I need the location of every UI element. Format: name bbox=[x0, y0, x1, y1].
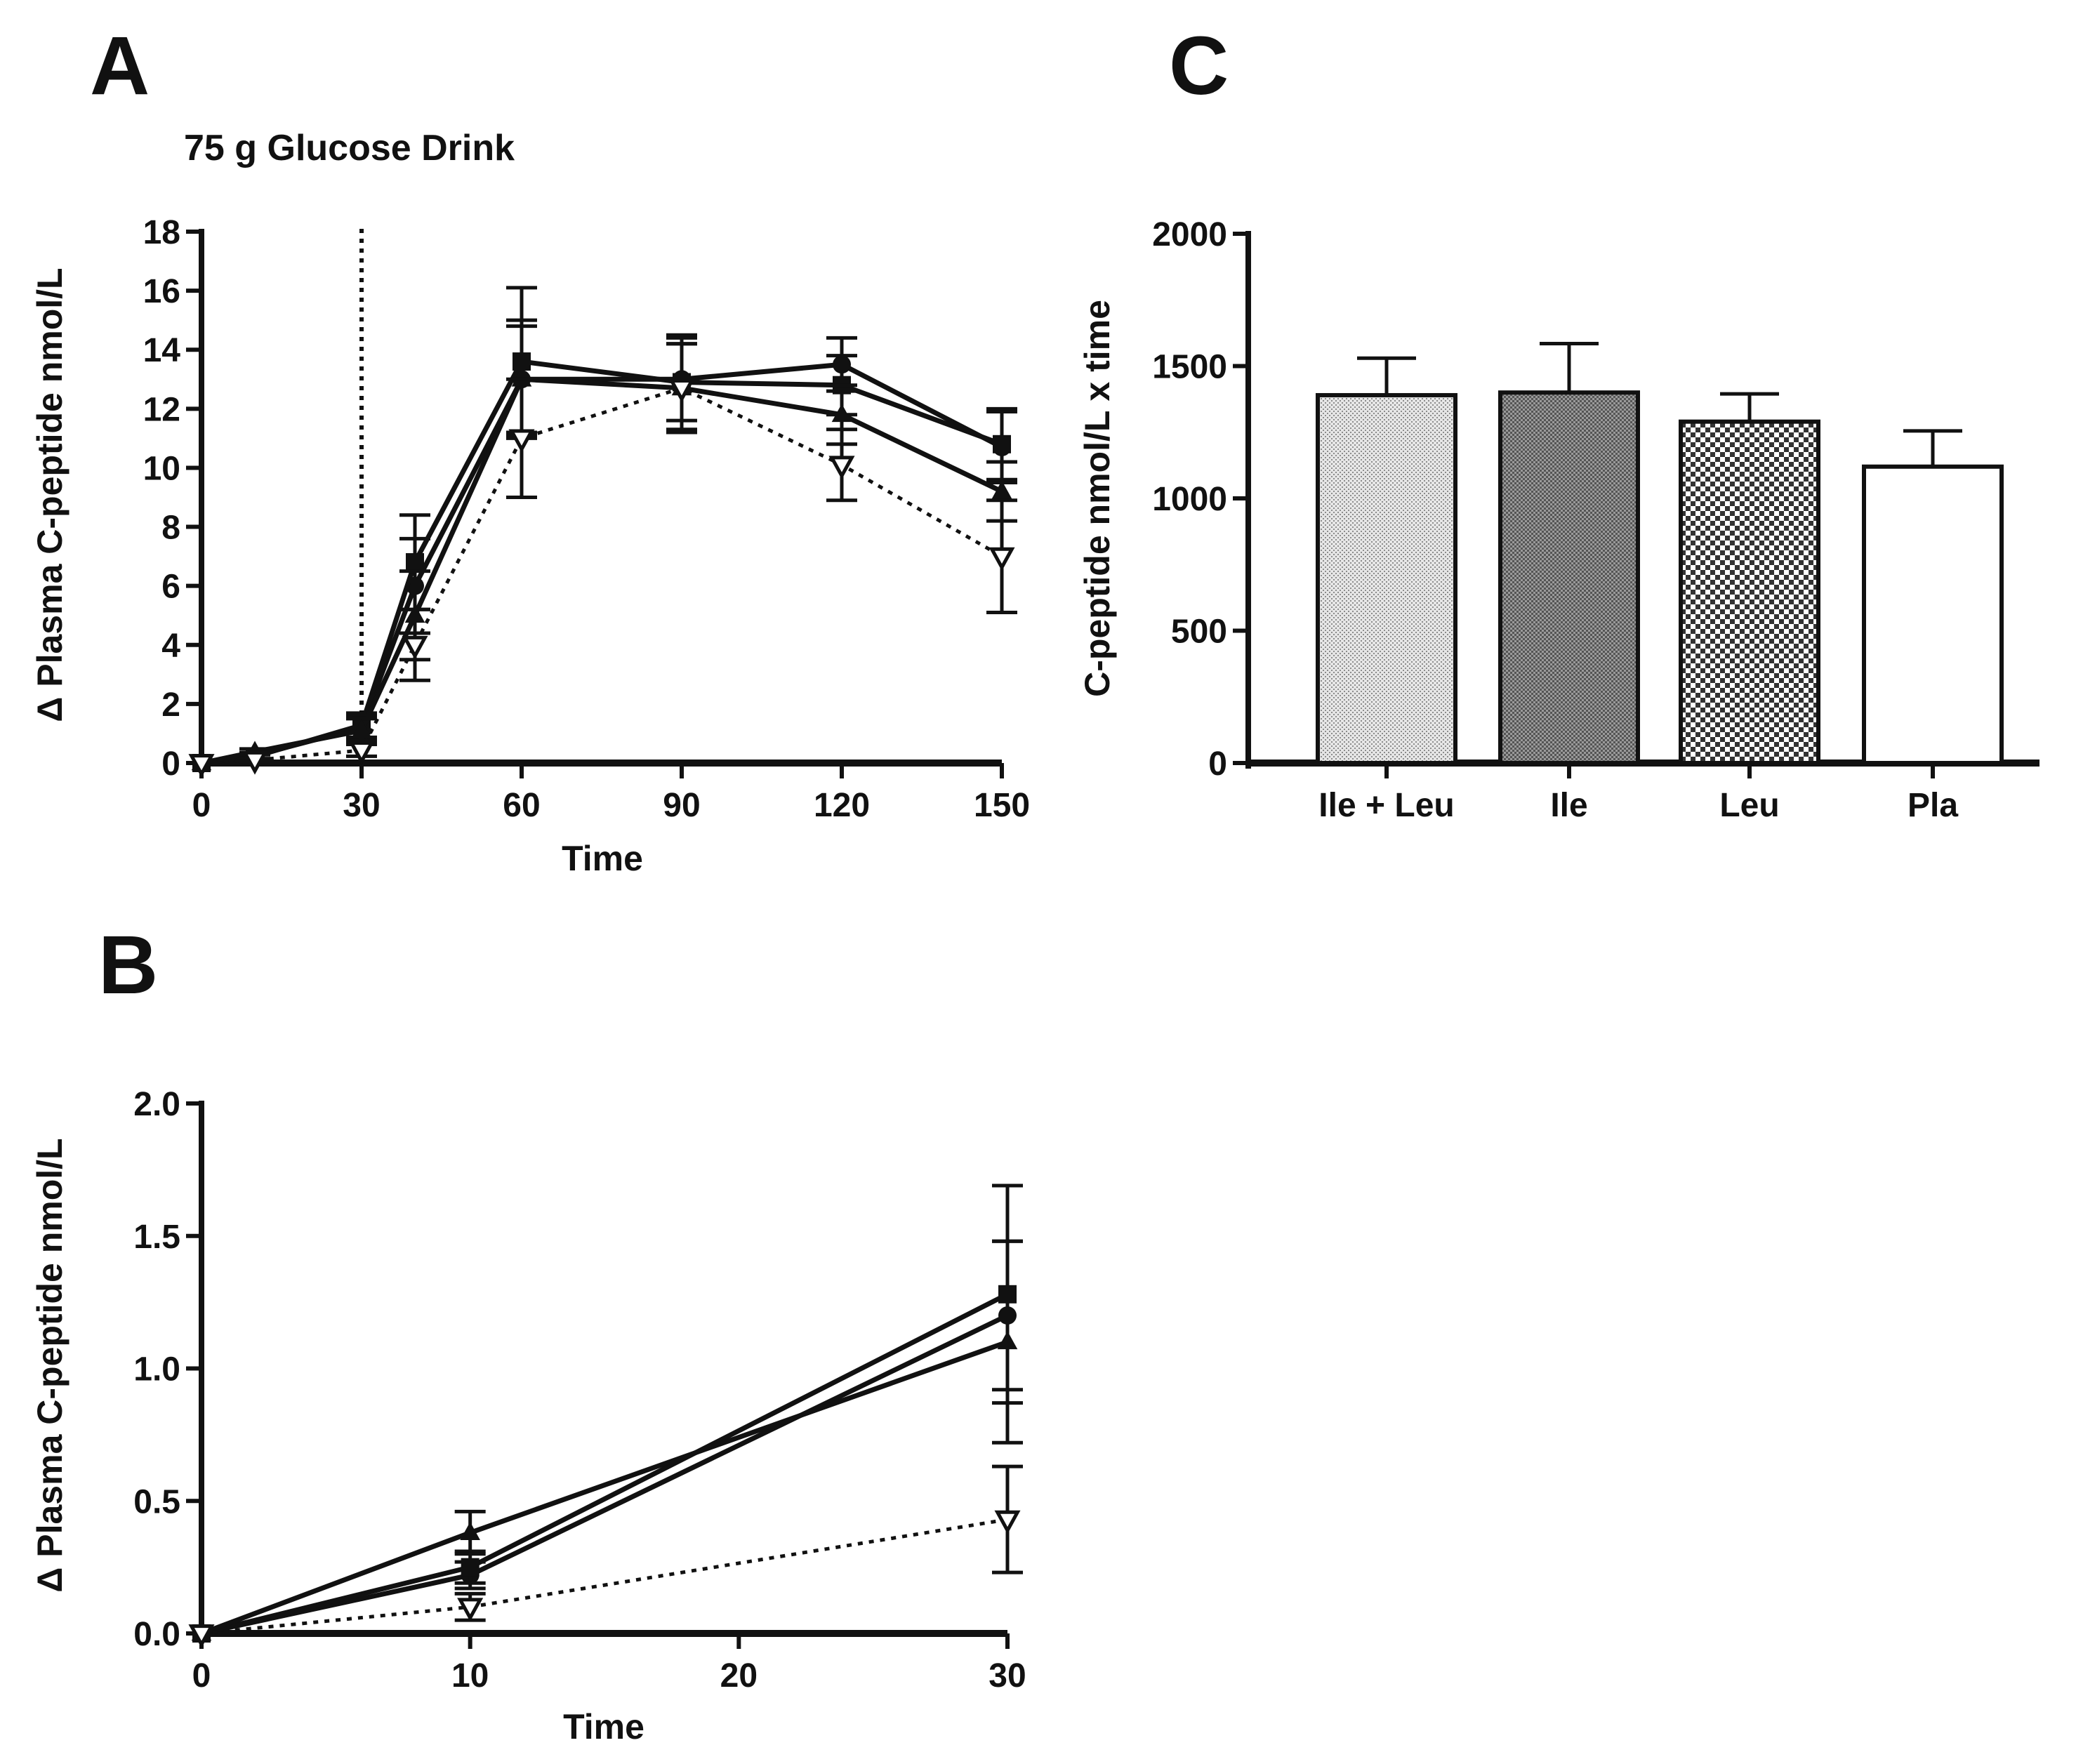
panel-c-bar bbox=[1498, 390, 1640, 765]
panel-b-series-ile-leu bbox=[192, 1239, 1023, 1643]
panel-a-data-point bbox=[508, 429, 535, 453]
panel-a-y-tick-label: 12 bbox=[143, 391, 180, 428]
panel-a-data-point bbox=[402, 635, 428, 660]
panel-a-x-tick-label: 150 bbox=[974, 787, 1030, 824]
panel-a-data-point bbox=[989, 547, 1015, 571]
panel-b-series-line bbox=[200, 1339, 1009, 1636]
panel-b-y-tick-label: 1.5 bbox=[133, 1219, 180, 1256]
panel-c-category-label: Ile + Leu bbox=[1318, 787, 1454, 824]
panel-a-line-chart: 75 g Glucose Drink 0 2 4 6 8 10 12 14 16 18 0 30 60 9… bbox=[30, 128, 1030, 878]
panel-a-y-tick-label: 4 bbox=[161, 628, 180, 665]
panel-a-axes: 0 2 4 6 8 10 12 14 16 18 0 30 60 90 120 150 bbox=[143, 214, 1030, 824]
panel-a-series bbox=[188, 229, 1017, 778]
panel-letter-b: B bbox=[98, 919, 158, 1012]
panel-a-x-tick-label: 0 bbox=[192, 787, 211, 824]
panel-a-y-tick-label: 16 bbox=[143, 273, 180, 310]
panel-a-data-point bbox=[351, 719, 372, 738]
panel-b-data-point bbox=[997, 1331, 1018, 1350]
panel-a-annotation: 75 g Glucose Drink bbox=[184, 128, 515, 168]
panel-a-x-tick-label: 90 bbox=[663, 787, 700, 824]
panel-b-y-tick-label: 0.5 bbox=[133, 1483, 180, 1520]
panel-a-series-line bbox=[201, 376, 1003, 766]
panel-a-data-point bbox=[188, 754, 215, 778]
panel-b-y-tick-label: 1.0 bbox=[133, 1351, 180, 1388]
panel-a-x-tick-label: 30 bbox=[343, 787, 380, 824]
panel-a-y-label: Δ Plasma C-peptide nmol/L bbox=[30, 267, 70, 722]
panel-a-series-line bbox=[201, 359, 1003, 766]
panel-b-series-leu bbox=[191, 1239, 1023, 1641]
panel-letter-a: A bbox=[90, 20, 150, 112]
panel-a-data-point bbox=[831, 404, 852, 423]
panel-c-bar bbox=[1316, 392, 1457, 765]
panel-a-data-point bbox=[993, 435, 1011, 453]
panel-c-bar-group-pla: Pla bbox=[1862, 429, 2004, 824]
panel-c-y-tick-label: 500 bbox=[1171, 614, 1227, 651]
panel-a-y-tick-label: 6 bbox=[161, 569, 180, 606]
panel-a-series-ile-leu bbox=[192, 318, 1017, 772]
panel-c-bar-group-leu: Leu bbox=[1679, 392, 1820, 824]
panel-c-category-label: Pla bbox=[1908, 787, 1958, 824]
panel-b-data-point bbox=[460, 1521, 480, 1540]
panel-b-series bbox=[188, 1183, 1023, 1648]
panel-a-x-label: Time bbox=[562, 839, 643, 878]
panel-c-bar bbox=[1862, 464, 2004, 765]
panel-c-bars: Ile + Leu Ile Leu Pla bbox=[1316, 341, 2004, 824]
panel-a-data-point bbox=[668, 378, 695, 403]
panel-b-data-point bbox=[461, 1558, 480, 1577]
panel-b-line-chart: 0.0 0.5 1.0 1.5 2.0 0 10 20 30 Time Δ Plasma C-p… bbox=[30, 1086, 1026, 1746]
panel-b-y-tick-label: 0.0 bbox=[133, 1616, 180, 1653]
panel-b-series-pla bbox=[188, 1464, 1023, 1648]
panel-a-y-tick-label: 0 bbox=[161, 745, 180, 783]
panel-a-data-point bbox=[242, 750, 268, 775]
panel-b-x-tick-label: 10 bbox=[451, 1657, 489, 1695]
panel-c-category-label: Leu bbox=[1719, 787, 1779, 824]
panel-a-data-point bbox=[828, 456, 855, 480]
panel-a-y-tick-label: 14 bbox=[143, 332, 181, 369]
panel-a-data-point bbox=[991, 480, 1012, 499]
panel-c-y-tick-label: 1000 bbox=[1152, 481, 1227, 518]
panel-a-x-tick-label: 120 bbox=[814, 787, 870, 824]
panel-a-y-tick-label: 8 bbox=[161, 510, 180, 547]
panel-b-series-line bbox=[201, 1292, 1009, 1636]
panel-a-series-line bbox=[201, 362, 1003, 766]
panel-a-series-ile bbox=[192, 286, 1017, 772]
panel-b-x-label: Time bbox=[563, 1707, 644, 1746]
panel-letter-c: C bbox=[1169, 20, 1229, 112]
panel-b-data-point bbox=[994, 1510, 1021, 1534]
panel-a-series-pla bbox=[188, 342, 1017, 778]
panel-c-y-tick-label: 0 bbox=[1208, 745, 1227, 783]
panel-c-category-label: Ile bbox=[1550, 787, 1587, 824]
panel-b-x-tick-label: 20 bbox=[720, 1657, 758, 1695]
panel-c-bar-chart: 0 500 1000 1500 2000 Ile + Leu Ile Leu Pla C-pe… bbox=[1078, 216, 2039, 824]
panel-a-x-tick-label: 60 bbox=[503, 787, 540, 824]
panel-c-y-label: C-peptide nmol/L x time bbox=[1078, 300, 1117, 697]
panel-a-data-point bbox=[511, 368, 532, 387]
panel-a-data-point bbox=[406, 553, 424, 572]
panel-a-y-tick-label: 18 bbox=[143, 214, 180, 251]
panel-b-data-point bbox=[188, 1624, 215, 1648]
panel-b-axes: 0.0 0.5 1.0 1.5 2.0 0 10 20 30 bbox=[133, 1086, 1026, 1695]
panel-b-data-point bbox=[457, 1598, 484, 1622]
panel-b-x-tick-label: 30 bbox=[989, 1657, 1026, 1695]
panel-b-series-ile bbox=[192, 1183, 1023, 1643]
panel-c-bar-group-ile: Ile bbox=[1498, 341, 1640, 824]
panel-b-y-tick-label: 2.0 bbox=[133, 1086, 180, 1123]
panel-b-x-tick-label: 0 bbox=[192, 1657, 211, 1695]
panel-a-y-tick-label: 2 bbox=[161, 687, 180, 724]
panel-c-y-tick-label: 1500 bbox=[1152, 349, 1227, 386]
panel-c-y-tick-label: 2000 bbox=[1152, 216, 1227, 253]
panel-a-series-line bbox=[201, 386, 1003, 765]
panel-a-data-point bbox=[348, 741, 375, 765]
panel-b-y-label: Δ Plasma C-peptide nmol/L bbox=[30, 1138, 70, 1592]
panel-c-bar-group-ile-leu: Ile + Leu bbox=[1316, 356, 1457, 824]
panel-a-y-tick-label: 10 bbox=[143, 450, 180, 487]
panel-b-series-line bbox=[201, 1518, 1008, 1636]
panel-c-bar bbox=[1679, 419, 1820, 765]
